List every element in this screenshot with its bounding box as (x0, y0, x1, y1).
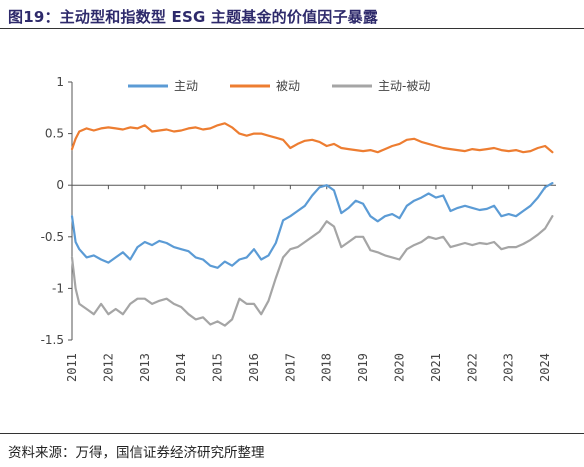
source-rule (0, 433, 584, 434)
x-tick-label: 2020 (393, 353, 407, 382)
series-line-3 (70, 215, 554, 327)
x-tick-label: 2013 (138, 353, 152, 382)
x-tick-label: 2014 (174, 353, 188, 382)
x-tick-label: 2023 (502, 353, 516, 382)
source-note: 资料来源：万得，国信证券经济研究所整理 (8, 445, 265, 461)
figure-title: 图19：主动型和指数型 ESG 主题基金的价值因子暴露 (8, 8, 379, 26)
x-tick-label: 2011 (65, 353, 79, 382)
x-tick-label: 2016 (247, 353, 261, 382)
x-tick-label: 2024 (538, 353, 552, 382)
y-tick-label: -0.5 (41, 230, 64, 244)
x-tick-label: 2021 (429, 353, 443, 382)
x-tick-label: 2018 (320, 353, 334, 382)
y-tick-label: 1 (56, 75, 64, 89)
x-tick-label: 2022 (465, 353, 479, 382)
series-line-2 (70, 122, 554, 154)
chart-series (70, 122, 554, 327)
y-tick-label: -1 (52, 281, 64, 295)
x-tick-label: 2012 (101, 353, 115, 382)
legend-label: 被动 (276, 79, 300, 93)
legend-label: 主动-被动 (378, 79, 430, 93)
y-tick-label: 0.5 (45, 127, 64, 141)
y-tick-label: 0 (56, 178, 64, 192)
y-tick-label: -1.5 (41, 333, 64, 347)
x-tick-label: 2019 (356, 353, 370, 382)
title-rule (0, 28, 584, 29)
x-tick-label: 2017 (283, 353, 297, 382)
legend-label: 主动 (174, 79, 198, 93)
series-line-1 (70, 182, 554, 269)
x-tick-label: 2015 (211, 353, 225, 382)
chart-legend: 主动 被动 主动-被动 (128, 79, 430, 93)
